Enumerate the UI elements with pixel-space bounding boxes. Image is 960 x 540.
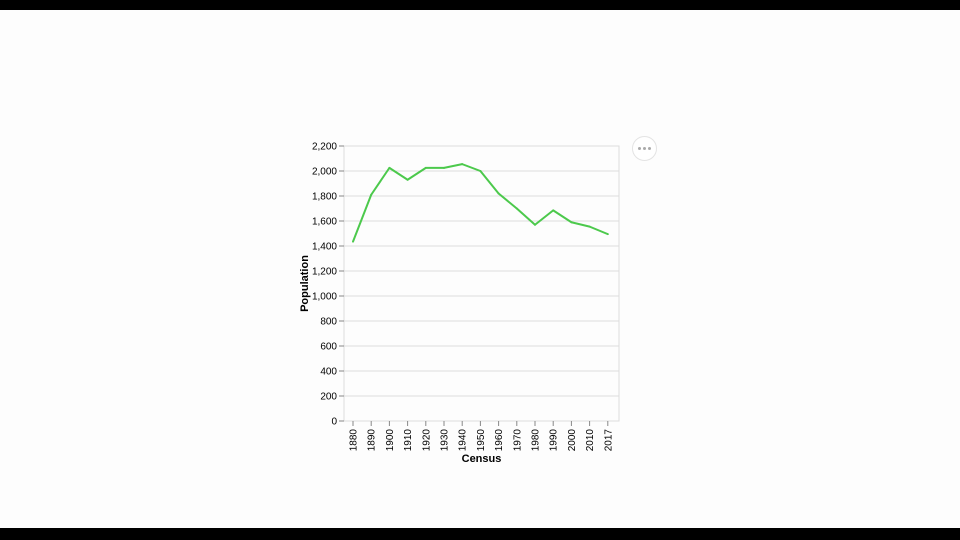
data-point: [406, 178, 409, 181]
ellipsis-icon: [638, 147, 651, 150]
data-point: [443, 166, 445, 169]
plot-frame: [343, 145, 620, 422]
data-point: [606, 233, 609, 236]
x-tick-label: 1990: [549, 429, 560, 452]
data-point: [352, 240, 354, 243]
y-tick-label: 800: [320, 317, 337, 328]
y-axis: 0 200 400 600 800 1,000 1,200 1,400 1,600 1,800 2,…: [312, 142, 344, 428]
series-layer: [352, 163, 609, 243]
series-line: [352, 163, 609, 242]
y-tick-label: 1,600: [312, 217, 337, 228]
data-point: [552, 209, 555, 212]
x-tick-label: 1920: [421, 429, 432, 452]
y-tick-label: 1,000: [312, 292, 337, 303]
bottom-letterbox-bar: [0, 528, 960, 540]
y-tick-label: 1,200: [312, 267, 337, 278]
y-tick-label: 2,200: [312, 142, 337, 153]
data-point: [424, 166, 427, 169]
y-tick-label: 1,400: [312, 242, 337, 253]
y-tick-label: 2,000: [312, 167, 337, 178]
x-axis-title: Census: [462, 453, 502, 465]
x-tick-label: 1950: [476, 429, 487, 452]
data-point: [515, 207, 518, 210]
x-tick-label: 2000: [567, 429, 578, 452]
data-point: [388, 166, 391, 169]
x-tick-label: 2017: [603, 429, 614, 452]
x-tick-label: 1910: [403, 429, 414, 452]
data-point: [534, 223, 536, 226]
x-tick-label: 1940: [458, 429, 469, 452]
data-point: [370, 193, 373, 196]
x-tick-label: 1890: [367, 429, 378, 452]
x-tick-label: 2010: [585, 429, 596, 452]
x-tick-label: 1980: [531, 429, 542, 452]
x-tick-label: 1880: [349, 429, 360, 452]
data-point: [570, 221, 573, 224]
x-tick-label: 1930: [440, 429, 451, 452]
y-tick-label: 200: [320, 392, 337, 403]
data-point: [588, 225, 591, 228]
y-tick-label: 400: [320, 367, 337, 378]
y-tick-label: 1,800: [312, 192, 337, 203]
x-tick-label: 1900: [385, 429, 396, 452]
chart-actions-menu-button[interactable]: [632, 136, 657, 161]
y-axis-title: Population: [299, 255, 311, 312]
data-point: [497, 192, 500, 195]
data-point: [479, 170, 482, 172]
x-axis: 1880 1890 1900 1910 1920 1930 1940 1950 1960 1970…: [349, 421, 614, 452]
grid-lines: [344, 145, 619, 422]
y-tick-label: 0: [331, 417, 337, 428]
x-tick-label: 1960: [494, 429, 505, 452]
data-point: [461, 163, 464, 166]
x-tick-label: 1970: [512, 429, 523, 452]
top-letterbox-bar: [0, 0, 960, 10]
y-tick-label: 600: [320, 342, 337, 353]
